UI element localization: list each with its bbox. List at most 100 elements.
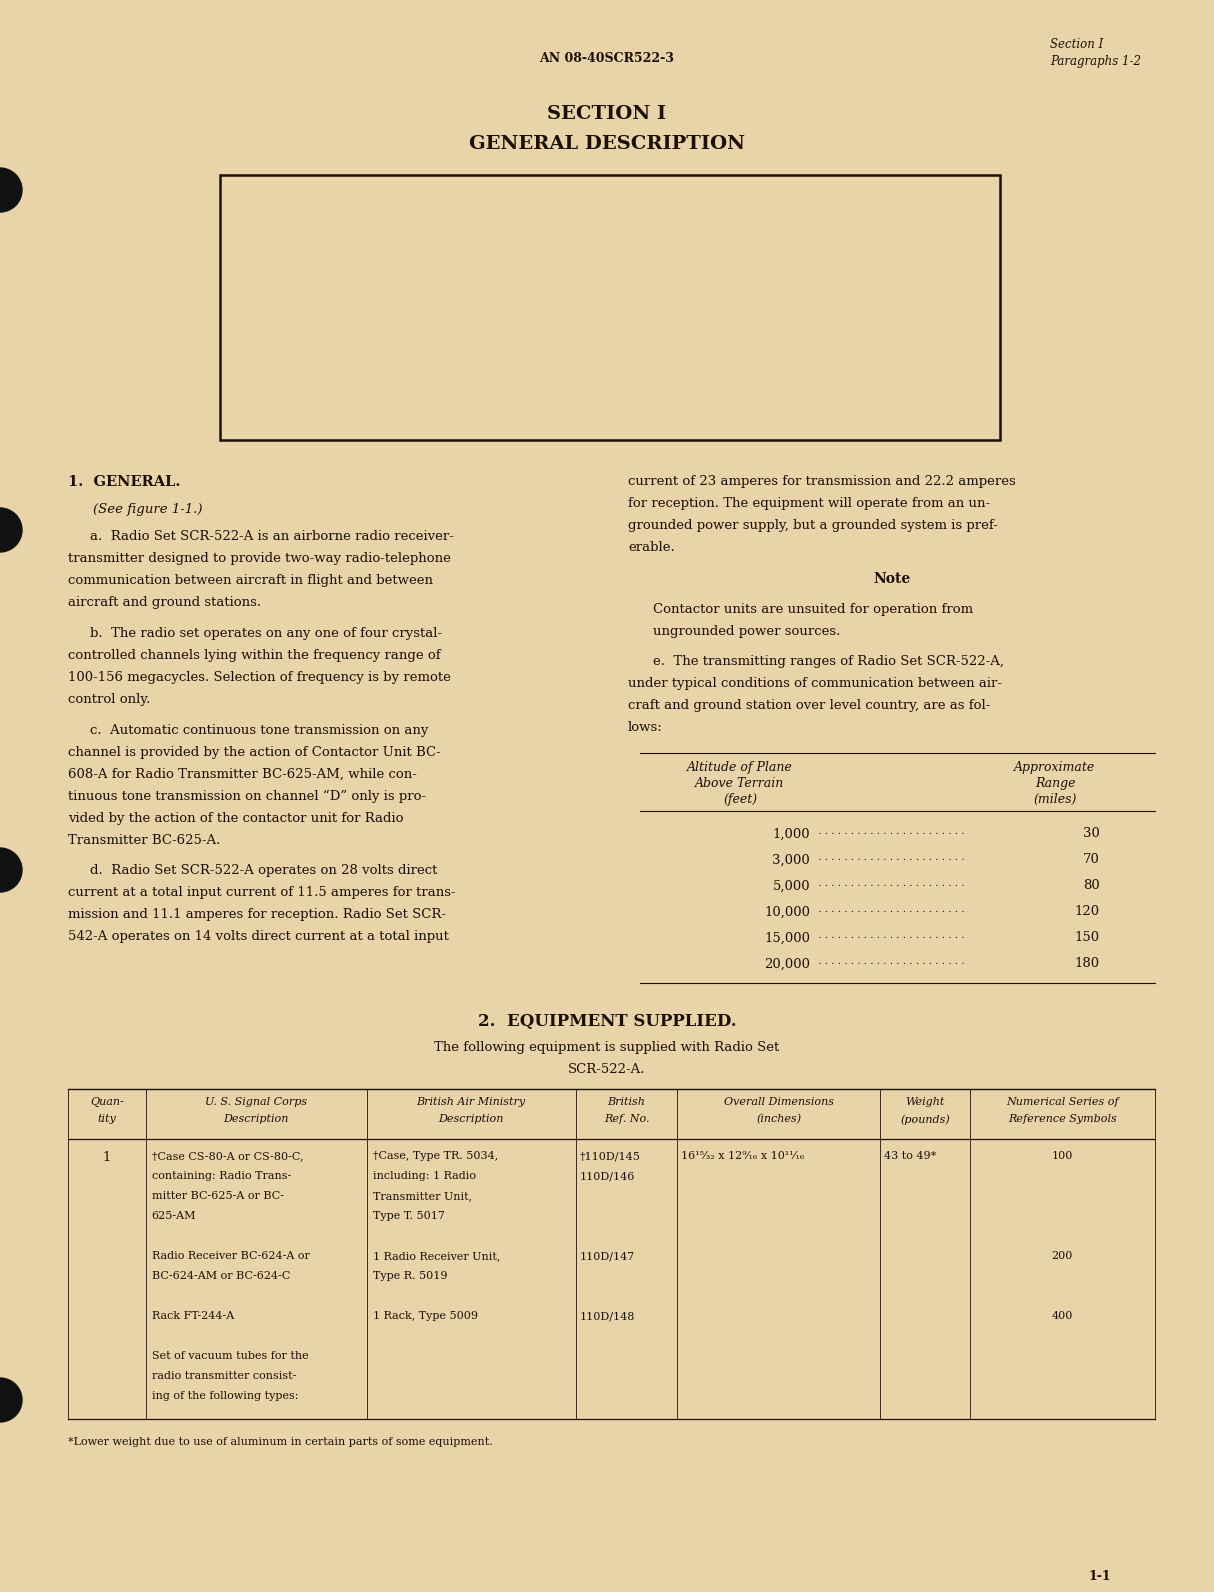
Text: GENERAL DESCRIPTION: GENERAL DESCRIPTION [469,135,745,153]
Text: d.  Radio Set SCR-522-A operates on 28 volts direct: d. Radio Set SCR-522-A operates on 28 vo… [90,864,437,877]
Text: a.  Radio Set SCR-522-A is an airborne radio receiver-: a. Radio Set SCR-522-A is an airborne ra… [90,530,454,543]
Text: for reception. The equipment will operate from an un-: for reception. The equipment will operat… [628,497,991,509]
Text: ing of the following types:: ing of the following types: [152,1391,299,1401]
Text: 15,000: 15,000 [764,931,810,944]
Text: . . . . . . . . . . . . . . . . . . . . . . .: . . . . . . . . . . . . . . . . . . . . … [815,931,964,941]
Text: ungrounded power sources.: ungrounded power sources. [653,624,840,638]
Text: channel is provided by the action of Contactor Unit BC-: channel is provided by the action of Con… [68,745,441,759]
Text: 80: 80 [1083,879,1100,893]
Text: 120: 120 [1074,906,1100,919]
Text: 70: 70 [1083,853,1100,866]
Text: grounded power supply, but a grounded system is pref-: grounded power supply, but a grounded sy… [628,519,998,532]
Text: 20,000: 20,000 [764,957,810,971]
Text: (miles): (miles) [1033,793,1077,807]
Text: under typical conditions of communication between air-: under typical conditions of communicatio… [628,678,1002,691]
Text: transmitter designed to provide two-way radio-telephone: transmitter designed to provide two-way … [68,552,450,565]
Circle shape [0,169,22,212]
Text: equally to all models unless otherwise specified in: equally to all models unless otherwise s… [380,365,719,377]
Text: 110D/146: 110D/146 [579,1172,635,1181]
Text: †Case, Type TR. 5034,: †Case, Type TR. 5034, [373,1151,498,1162]
Text: controlled channels lying within the frequency range of: controlled channels lying within the fre… [68,650,441,662]
Text: aircraft and ground stations.: aircraft and ground stations. [68,595,261,610]
Text: Ref. No.: Ref. No. [603,1114,649,1124]
Text: AN 08-40SCR522-3: AN 08-40SCR522-3 [539,53,675,65]
Circle shape [0,1379,22,1422]
Text: . . . . . . . . . . . . . . . . . . . . . . .: . . . . . . . . . . . . . . . . . . . . … [815,906,964,914]
Circle shape [0,849,22,892]
Text: Section I: Section I [1050,38,1104,51]
Text: including: 1 Radio: including: 1 Radio [373,1172,476,1181]
Text: 1: 1 [103,1151,110,1164]
Text: Note: Note [873,572,910,586]
Text: current of 23 amperes for transmission and 22.2 amperes: current of 23 amperes for transmission a… [628,474,1016,489]
Text: *Lower weight due to use of aluminum in certain parts of some equipment.: *Lower weight due to use of aluminum in … [68,1438,493,1447]
Text: lows:: lows: [628,721,663,734]
Text: 608-A for Radio Transmitter BC-625-AM, while con-: 608-A for Radio Transmitter BC-625-AM, w… [68,767,416,780]
Text: 110D/147: 110D/147 [579,1251,635,1261]
Text: mission and 11.1 amperes for reception. Radio Set SCR-: mission and 11.1 amperes for reception. … [68,909,446,922]
Text: 2.  EQUIPMENT SUPPLIED.: 2. EQUIPMENT SUPPLIED. [477,1014,737,1030]
Text: Reference Symbols: Reference Symbols [1008,1114,1117,1124]
Text: 1 Rack, Type 5009: 1 Rack, Type 5009 [373,1312,477,1321]
Text: 100-156 megacycles. Selection of frequency is by remote: 100-156 megacycles. Selection of frequen… [68,670,450,685]
Text: Set of vacuum tubes for the: Set of vacuum tubes for the [152,1352,308,1361]
Text: †110D/145: †110D/145 [579,1151,641,1162]
Text: 5,000: 5,000 [772,879,810,893]
Circle shape [0,508,22,552]
Text: Overall Dimensions: Overall Dimensions [724,1097,834,1108]
Text: (pounds): (pounds) [901,1114,949,1126]
Text: 200: 200 [1051,1251,1073,1261]
Text: Description: Description [438,1114,504,1124]
Text: 110D/148: 110D/148 [579,1312,635,1321]
Text: Approximate: Approximate [1015,761,1095,774]
Text: A only in the primary source of power and the dyna-: A only in the primary source of power an… [380,275,732,288]
Text: 150: 150 [1074,931,1100,944]
Text: tinuous tone transmission on channel “D” only is pro-: tinuous tone transmission on channel “D”… [68,790,426,802]
Text: 1-1: 1-1 [1089,1570,1111,1582]
Text: craft and ground station over level country, are as fol-: craft and ground station over level coun… [628,699,991,712]
Text: Transmitter BC-625-A.: Transmitter BC-625-A. [68,834,221,847]
Text: motor used. This handbook is written in terms of: motor used. This handbook is written in … [380,306,709,318]
Text: SCR-522-A.: SCR-522-A. [568,1063,646,1076]
Text: c.  Automatic continuous tone transmission on any: c. Automatic continuous tone transmissio… [90,724,429,737]
Text: 100: 100 [1051,1151,1073,1162]
Text: The following equipment is supplied with Radio Set: The following equipment is supplied with… [435,1041,779,1054]
Text: British: British [607,1097,646,1108]
Text: Altitude of Plane: Altitude of Plane [687,761,793,774]
Text: the text.: the text. [380,395,436,408]
Text: communication between aircraft in flight and between: communication between aircraft in flight… [68,575,433,587]
Text: 1 Radio Receiver Unit,: 1 Radio Receiver Unit, [373,1251,500,1261]
Text: . . . . . . . . . . . . . . . . . . . . . . .: . . . . . . . . . . . . . . . . . . . . … [815,879,964,888]
Text: 400: 400 [1051,1312,1073,1321]
Text: b.  The radio set operates on any one of four crystal-: b. The radio set operates on any one of … [90,627,442,640]
Bar [220,175,1000,439]
Text: Contactor units are unsuited for operation from: Contactor units are unsuited for operati… [653,603,974,616]
Text: Radio Receiver BC-624-A or: Radio Receiver BC-624-A or [152,1251,310,1261]
Text: control only.: control only. [68,693,151,705]
Text: (See figure 1-1.): (See figure 1-1.) [93,503,203,516]
Text: Numerical Series of: Numerical Series of [1006,1097,1119,1108]
Text: Quan-: Quan- [90,1097,124,1108]
Text: Weight: Weight [906,1097,944,1108]
Text: †Case CS-80-A or CS-80-C,: †Case CS-80-A or CS-80-C, [152,1151,304,1162]
Text: 625-AM: 625-AM [152,1212,197,1221]
Text: Type T. 5017: Type T. 5017 [373,1212,444,1221]
Text: containing: Radio Trans-: containing: Radio Trans- [152,1172,291,1181]
Text: . . . . . . . . . . . . . . . . . . . . . . .: . . . . . . . . . . . . . . . . . . . . … [815,853,964,863]
Text: Paragraphs 1-2: Paragraphs 1-2 [1050,56,1141,68]
Text: (feet): (feet) [724,793,758,807]
Text: Radio Set SCR-522-A, but the information applies: Radio Set SCR-522-A, but the information… [380,334,715,349]
Text: e.  The transmitting ranges of Radio Set SCR-522-A,: e. The transmitting ranges of Radio Set … [653,656,1004,669]
Text: Rack FT-244-A: Rack FT-244-A [152,1312,234,1321]
Text: British Air Ministry: British Air Ministry [416,1097,526,1108]
Text: SPECIAL NOTICE: SPECIAL NOTICE [531,201,690,217]
Text: 30: 30 [1083,828,1100,841]
Text: 10,000: 10,000 [764,906,810,919]
Text: BC-624-AM or BC-624-C: BC-624-AM or BC-624-C [152,1272,290,1282]
Text: tity: tity [97,1114,117,1124]
Text: mitter BC-625-A or BC-: mitter BC-625-A or BC- [152,1191,284,1202]
Text: 180: 180 [1074,957,1100,971]
Text: Radio Set SCR-522-A differs from Radio Set SCR-542-: Radio Set SCR-522-A differs from Radio S… [380,245,744,258]
Text: U. S. Signal Corps: U. S. Signal Corps [205,1097,307,1108]
Text: 16¹⁵⁄₃₂ x 12⁹⁄₁₆ x 10¹¹⁄₁₆: 16¹⁵⁄₃₂ x 12⁹⁄₁₆ x 10¹¹⁄₁₆ [681,1151,805,1162]
